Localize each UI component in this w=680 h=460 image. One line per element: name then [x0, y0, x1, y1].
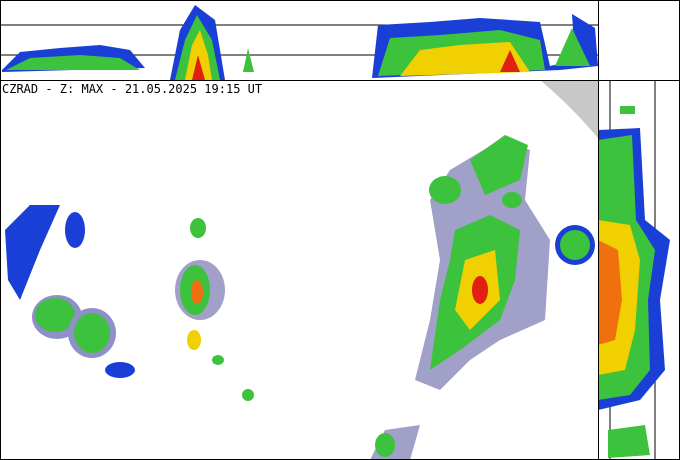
echo: [598, 240, 622, 345]
echo: [5, 205, 60, 300]
echo: [185, 30, 212, 80]
echo: [502, 192, 522, 208]
no-data-area: [540, 80, 598, 138]
echo: [105, 362, 135, 378]
echo: [472, 276, 488, 304]
echo: [470, 135, 528, 195]
echo: [190, 218, 206, 238]
echo: [74, 313, 110, 353]
title: CZRAD - Z: MAX - 21.05.2025 19:15 UT: [2, 82, 262, 96]
echo: [242, 389, 254, 401]
echo: [500, 50, 520, 72]
echo: [375, 433, 395, 457]
echo: [212, 355, 224, 365]
right-section: [598, 80, 670, 460]
echo: [429, 176, 461, 204]
echo: [620, 106, 635, 114]
echo: [35, 298, 75, 332]
echo: [191, 280, 203, 304]
echo: [187, 330, 201, 350]
echo: [6, 55, 140, 70]
echo: [400, 42, 530, 76]
echo: [243, 48, 254, 72]
echo: [555, 28, 590, 66]
echo: [560, 230, 590, 260]
top-section: [0, 5, 598, 80]
echo: [65, 212, 85, 248]
echo: [192, 55, 205, 80]
main-map: [5, 80, 598, 460]
echo: [608, 425, 650, 458]
